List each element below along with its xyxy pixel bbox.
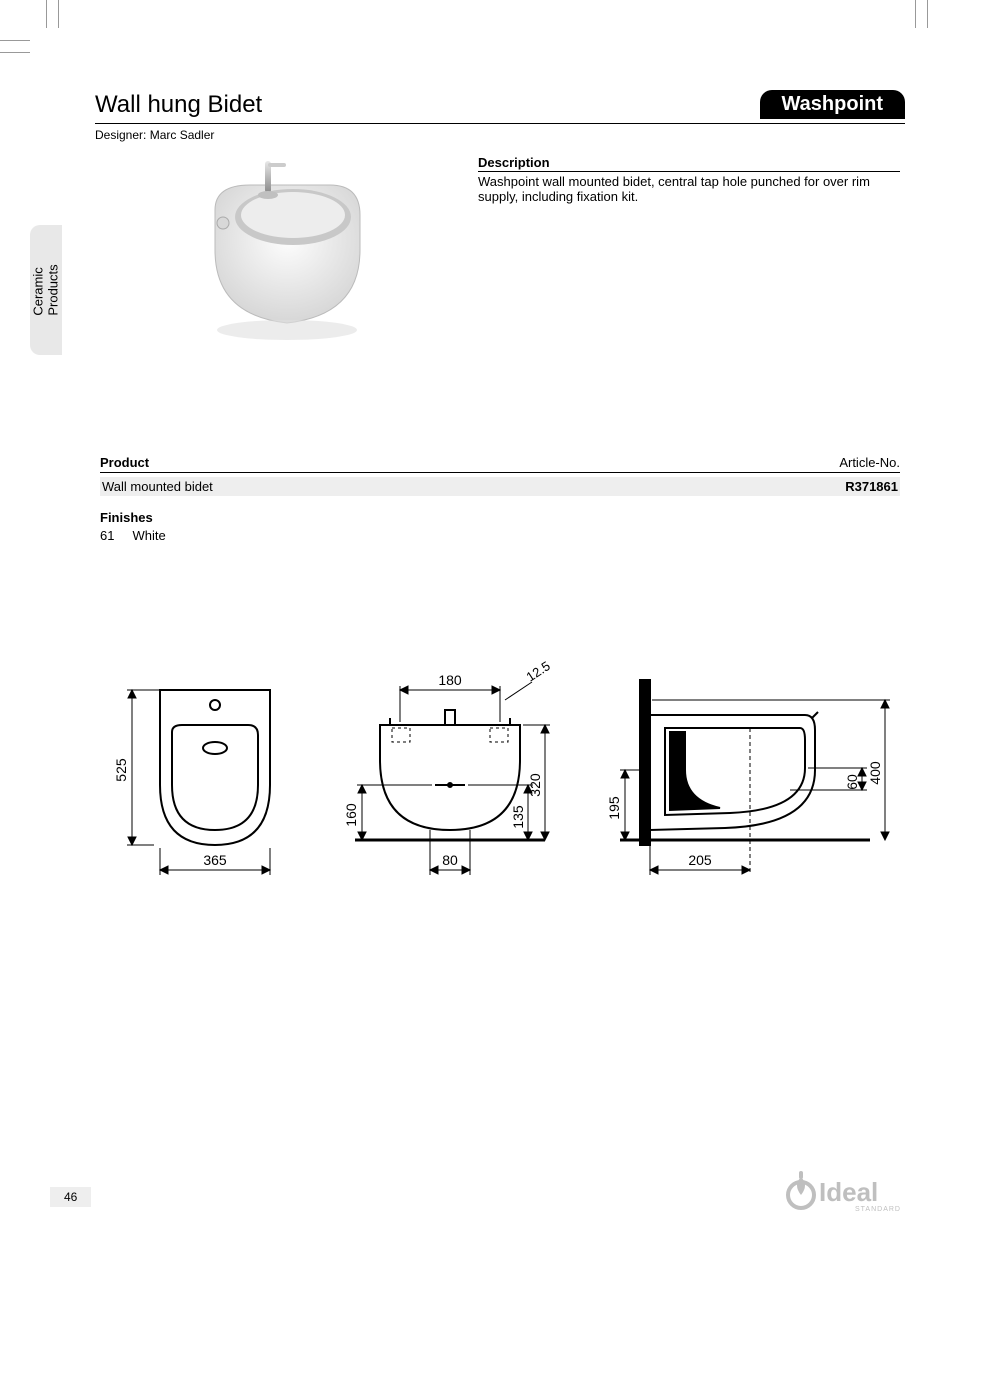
dim-60: 60	[844, 774, 860, 790]
crop-marks	[0, 0, 1000, 40]
article-col-head: Article-No.	[839, 455, 900, 470]
brand-logo: Ideal STANDARD	[785, 1167, 905, 1222]
description-text: Washpoint wall mounted bidet, central ta…	[478, 174, 900, 204]
article-number: R371861	[845, 479, 898, 494]
dim-12-5: 12.5	[523, 658, 552, 684]
brand-badge: Washpoint	[760, 90, 905, 119]
finishes-heading: Finishes	[100, 510, 900, 525]
dim-160: 160	[343, 803, 359, 827]
dim-205: 205	[688, 852, 712, 868]
product-table: Product Article-No. Wall mounted bidet R…	[100, 455, 900, 543]
logo-sub: STANDARD	[855, 1206, 901, 1213]
finish-code: 61	[100, 528, 114, 543]
drawing-side-view: 205 195 60 400	[590, 670, 900, 900]
dim-195: 195	[606, 796, 622, 820]
logo-main: Ideal	[819, 1177, 878, 1207]
product-name: Wall mounted bidet	[102, 479, 213, 494]
side-tab-ceramic-products: Ceramic Products	[30, 225, 62, 355]
dim-135: 135	[510, 805, 526, 829]
product-photo	[175, 155, 395, 345]
dim-320: 320	[527, 773, 543, 797]
description-box: Description Washpoint wall mounted bidet…	[478, 155, 900, 204]
side-tab-line1: Ceramic	[31, 267, 46, 315]
dim-400: 400	[867, 761, 883, 785]
page-number: 46	[50, 1187, 91, 1207]
description-heading: Description	[478, 155, 900, 172]
page-header: Wall hung Bidet Washpoint	[95, 90, 905, 124]
designer-label: Designer: Marc Sadler	[95, 128, 214, 142]
drawing-front-view: 180 12.5 320 135 160 80	[320, 670, 580, 900]
page-title: Wall hung Bidet	[95, 91, 262, 119]
product-col-head: Product	[100, 455, 149, 470]
dim-365: 365	[203, 852, 227, 868]
dim-80: 80	[442, 852, 458, 868]
drawing-top-view: 525 365	[100, 670, 310, 900]
finishes-section: Finishes 61 White	[100, 510, 900, 543]
dim-525: 525	[113, 758, 129, 782]
finish-name: White	[133, 528, 166, 543]
side-tab-line2: Products	[46, 264, 61, 315]
dim-180: 180	[438, 672, 462, 688]
table-row: Wall mounted bidet R371861	[100, 477, 900, 496]
technical-drawings: 525 365	[100, 670, 900, 900]
